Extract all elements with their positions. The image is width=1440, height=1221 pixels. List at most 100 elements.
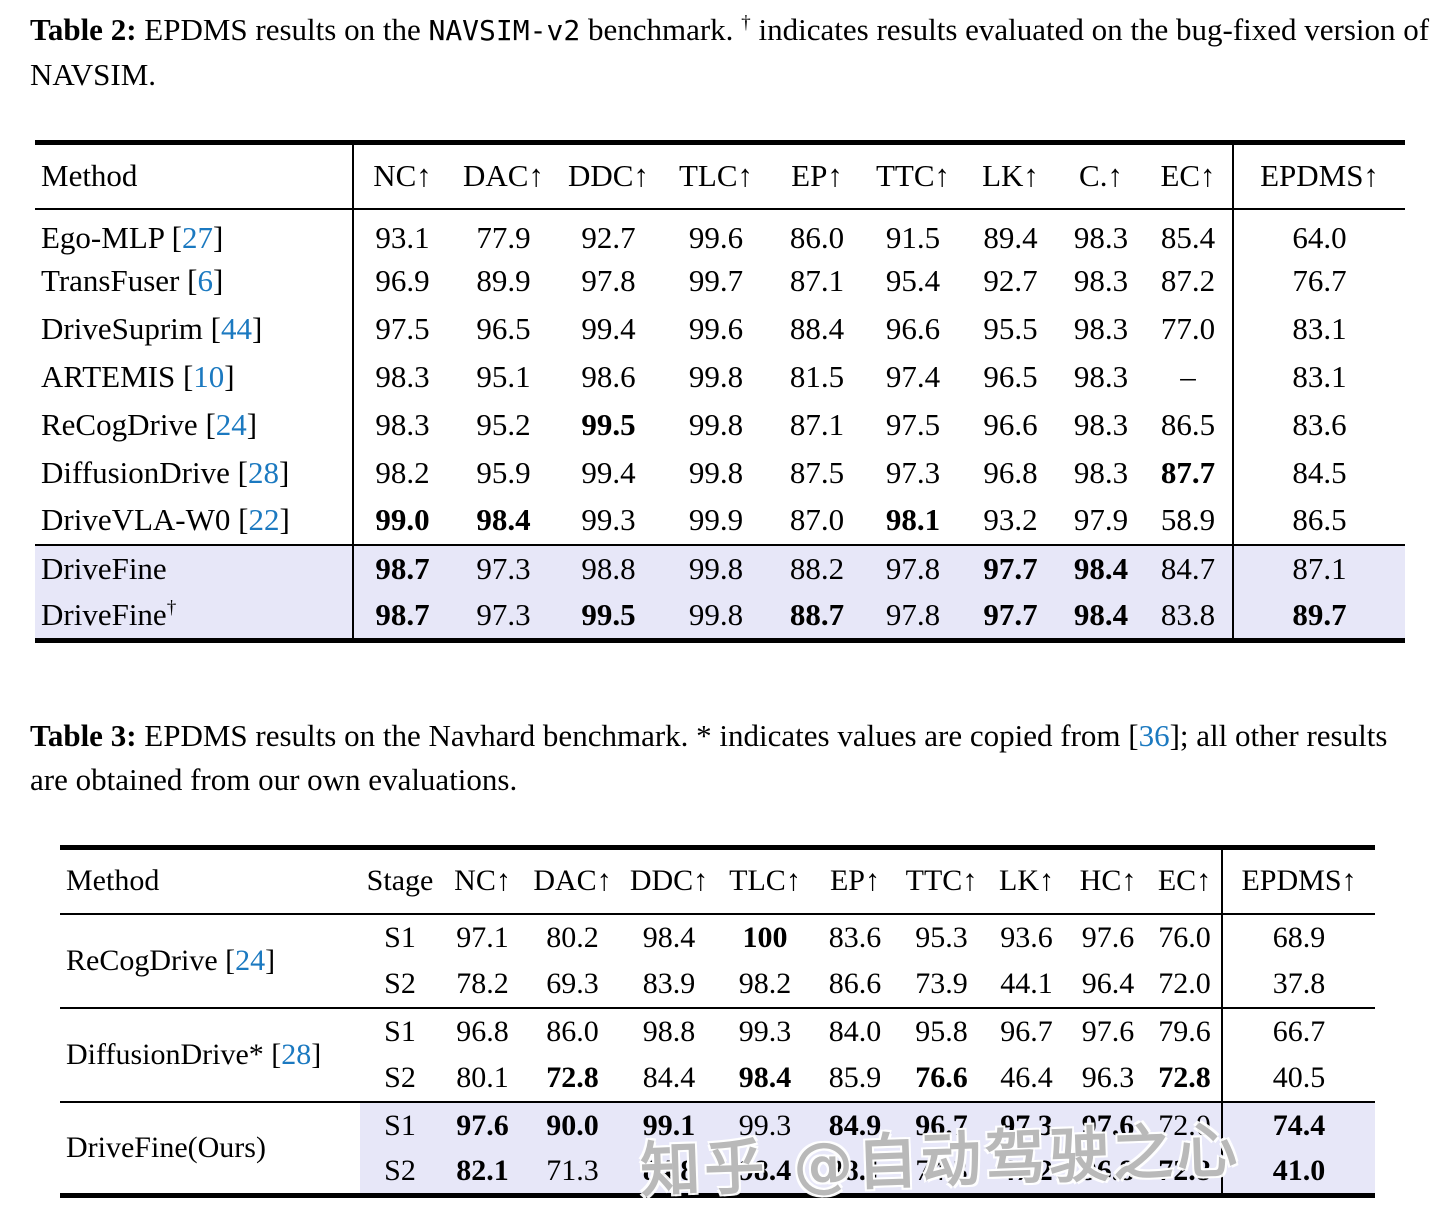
metric-cell: 47.2 [985, 1148, 1068, 1196]
metric-cell: 98.8 [556, 544, 661, 593]
method-cell: DriveFine† [35, 592, 354, 641]
metric-cell: 98.4 [476, 502, 531, 537]
method-cell: ARTEMIS [10] [35, 352, 354, 401]
metric-cell: 96.9 [375, 262, 430, 298]
metric-cell: 97.3 [885, 454, 941, 490]
col-header-epdms: EPDMS↑ [1222, 847, 1375, 915]
method-name: Ego-MLP [41, 220, 164, 255]
metric-cell: 84.0 [828, 1014, 882, 1048]
stage-cell: S1 [384, 920, 416, 954]
metric-cell: 97.7 [963, 544, 1058, 593]
table2-caption-label: Table 2: [30, 12, 137, 47]
metric-cell: 95.1 [476, 358, 531, 394]
metric-cell: 79.6 [1148, 1007, 1223, 1055]
metric-cell: 76.7 [1292, 262, 1347, 298]
col-header-ep: EP↑ [771, 142, 863, 210]
metric-cell: 97.5 [885, 406, 941, 442]
metric-cell: 97.9 [1073, 502, 1129, 537]
metric-cell: 72.8 [1148, 1148, 1223, 1196]
col-header-hc: HC↑ [1068, 847, 1148, 915]
method-name: DriveSuprim [41, 310, 203, 346]
stage-cell: S2 [360, 1148, 440, 1196]
method-name: DriveVLA-W0 [41, 502, 231, 537]
col-header-lk: LK↑ [963, 142, 1058, 210]
metric-cell: 99.8 [661, 592, 771, 641]
metric-cell: 95.8 [915, 1014, 968, 1048]
table2-header-row: Method NC↑ DAC↑ DDC↑ TLC↑ EP↑ TTC↑ LK↑ C.↑ EC↑ EPD… [35, 142, 1405, 210]
table-row: ReCogDrive [24] 98.3 95.2 99.5 99.8 87.1 97.5 9… [35, 400, 1405, 449]
metric-cell: 58.9 [1144, 496, 1234, 545]
method-name: ReCogDrive [66, 943, 218, 977]
metric-cell: 44.1 [1000, 966, 1053, 1000]
metric-cell: 97.4 [885, 358, 941, 394]
metric-cell: 72.8 [546, 1060, 599, 1094]
citation-link[interactable]: 10 [193, 358, 225, 394]
metric-cell: 98.8 [642, 1014, 696, 1048]
metric-cell: 99.5 [556, 592, 661, 641]
metric-cell: 96.8 [983, 454, 1038, 490]
metric-cell: 98.1 [885, 502, 941, 537]
metric-cell: 83.1 [1292, 358, 1347, 394]
metric-cell: 37.8 [1272, 966, 1326, 1000]
table3-header-row: Method Stage NC↑ DAC↑ DDC↑ TLC↑ EP↑ TTC↑ LK↑ HC↑ E… [60, 847, 1375, 915]
table-row: DiffusionDrive [28] 98.2 95.9 99.4 99.8 87.5 9… [35, 448, 1405, 497]
table-row: S2 78.2 69.3 83.9 98.2 86.6 73.9 44.1 96.4 72.0 37… [60, 960, 1375, 1008]
col-header-ttc: TTC↑ [898, 847, 985, 915]
metric-cell: 97.6 [440, 1101, 525, 1149]
metric-cell: 96.8 [1068, 1148, 1148, 1196]
method-name: ReCogDrive [41, 406, 198, 442]
metric-cell: 87.1 [789, 406, 845, 442]
col-header-ddc: DDC↑ [556, 142, 661, 210]
table3-group-recogdrive: ReCogDrive [24] S1 97.1 80.2 98.4 100 83.6 95.3… [60, 913, 1375, 1008]
table2-caption-text-3: indicates results evaluated on the bug-f… [30, 12, 1430, 92]
metric-cell: 88.1 [812, 1148, 898, 1196]
col-header-dac: DAC↑ [525, 847, 620, 915]
metric-cell: 100 [742, 920, 788, 954]
metric-cell: 96.7 [898, 1101, 985, 1149]
metric-cell: 76.0 [1148, 913, 1223, 961]
method-cell: DriveSuprim [44] [35, 304, 354, 353]
metric-cell: 93.1 [375, 220, 430, 255]
metric-cell: 89.4 [983, 220, 1038, 255]
citation-link[interactable]: 28 [247, 454, 279, 490]
metric-cell: 99.3 [738, 1014, 792, 1048]
citation-link[interactable]: 28 [281, 1037, 312, 1071]
metric-cell: 98.3 [1073, 454, 1129, 490]
metric-cell: 83.9 [642, 966, 696, 1000]
citation-link[interactable]: 24 [235, 943, 266, 977]
metric-cell: 87.7 [1144, 448, 1234, 497]
metric-cell: 97.3 [451, 592, 556, 641]
table3-caption: Table 3: EPDMS results on the Navhard be… [30, 714, 1432, 802]
citation-link[interactable]: 27 [181, 220, 213, 255]
citation-link[interactable]: 44 [220, 310, 252, 346]
citation-link[interactable]: 36 [1138, 718, 1170, 753]
metric-cell: 83.6 [1292, 406, 1347, 442]
metric-cell: 99.5 [581, 406, 636, 442]
table3-caption-label: Table 3: [30, 718, 137, 753]
metric-cell: 96.6 [983, 406, 1038, 442]
metric-cell: 98.6 [581, 358, 636, 394]
citation-link[interactable]: 6 [197, 262, 213, 298]
col-header-tlc: TLC↑ [661, 142, 771, 210]
col-header-c: C.↑ [1058, 142, 1144, 210]
table2-highlight-section: DriveFine 98.7 97.3 98.8 99.8 88.2 97.8 97.7 98.… [35, 544, 1405, 641]
citation-link[interactable]: 24 [215, 406, 247, 442]
table-row: DriveSuprim [44] 97.5 96.5 99.4 99.6 88.4 96.6… [35, 304, 1405, 353]
metric-cell: 97.5 [375, 310, 430, 346]
metric-cell: 99.4 [581, 454, 636, 490]
table-row: DriveFine(Ours) S1 97.6 90.0 99.1 99.3 84.9 96.… [60, 1101, 1375, 1164]
metric-cell: 98.3 [375, 406, 430, 442]
citation-link[interactable]: 22 [248, 502, 280, 537]
metric-cell: 97.1 [456, 920, 509, 954]
stage-cell: S1 [360, 1101, 440, 1149]
metric-cell: 84.8 [620, 1148, 718, 1196]
table-row: DriveVLA-W0 [22] 99.0 98.4 99.3 99.9 87.0 98.1… [35, 496, 1405, 545]
col-header-tlc: TLC↑ [718, 847, 812, 915]
metric-cell: 74.4 [1222, 1101, 1375, 1149]
metric-cell: 98.3 [1073, 220, 1129, 255]
metric-cell: 97.6 [1068, 1101, 1148, 1149]
method-cell: ReCogDrive [24] [66, 943, 276, 977]
metric-cell: 98.7 [353, 544, 451, 593]
metric-cell: 98.2 [738, 966, 792, 1000]
metric-cell: 98.4 [718, 1148, 812, 1196]
